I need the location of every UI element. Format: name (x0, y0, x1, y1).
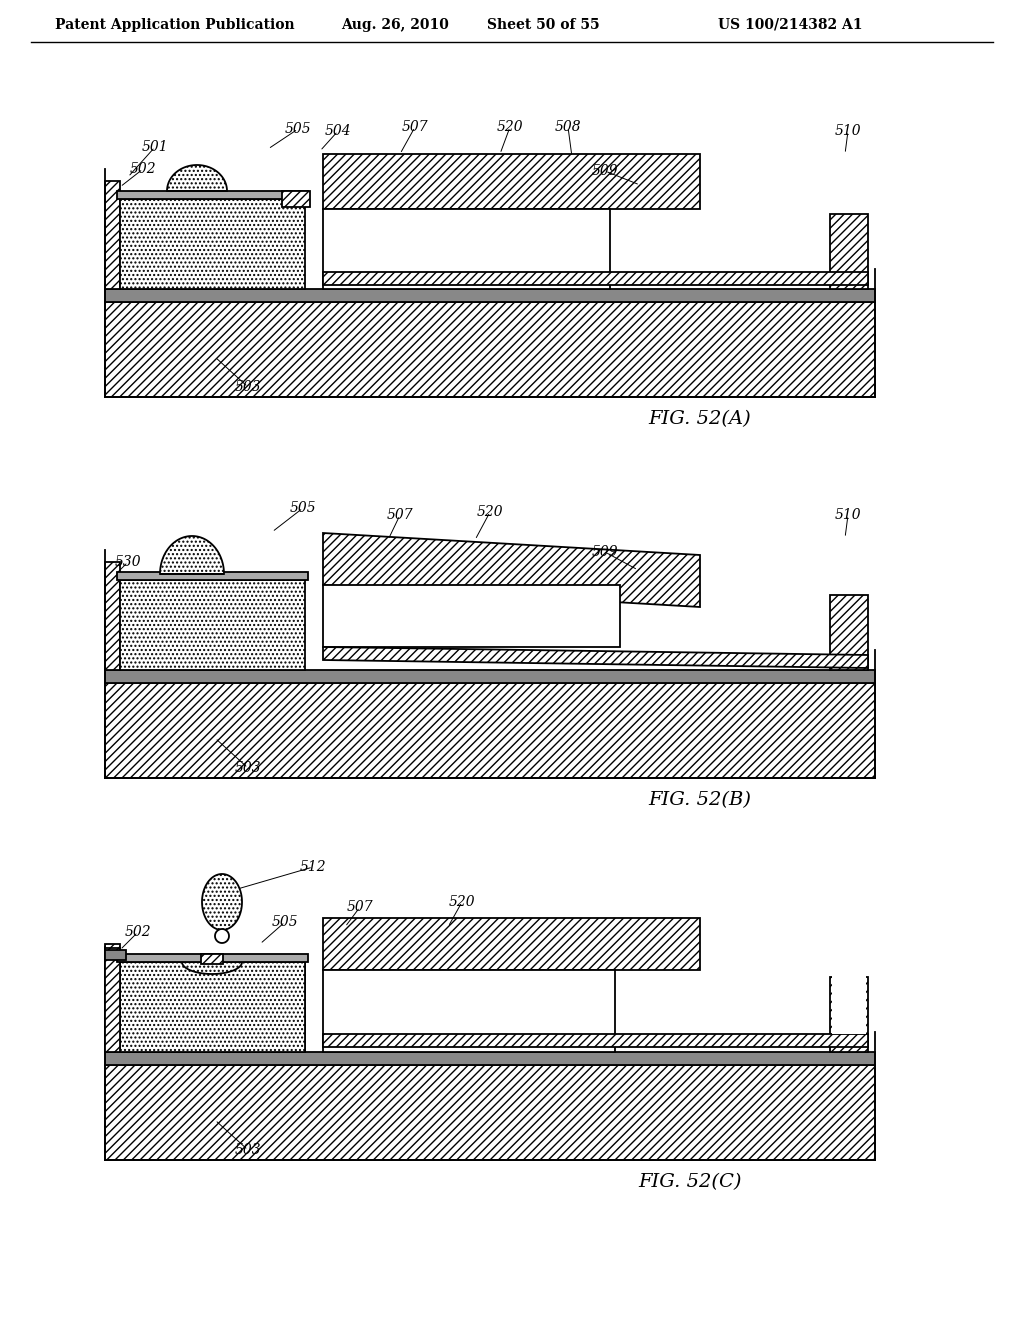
Bar (323, 585, 620, 647)
Bar (105, 1065, 874, 1160)
Bar (323, 970, 615, 1052)
Text: 520: 520 (497, 120, 523, 135)
Bar (105, 944, 120, 1052)
Bar (120, 579, 305, 671)
Bar (117, 191, 308, 199)
Text: 512: 512 (300, 861, 327, 874)
Text: 502: 502 (125, 925, 152, 939)
Text: Aug. 26, 2010: Aug. 26, 2010 (341, 18, 449, 32)
Bar (831, 968, 866, 1034)
Polygon shape (215, 929, 229, 942)
Text: 510: 510 (835, 124, 861, 139)
Text: 503: 503 (234, 1143, 261, 1158)
Bar (120, 962, 305, 1052)
Text: Patent Application Publication: Patent Application Publication (55, 18, 295, 32)
Text: FIG. 52(C): FIG. 52(C) (638, 1173, 741, 1191)
Text: 508: 508 (555, 120, 582, 135)
Polygon shape (323, 533, 700, 607)
Text: 505: 505 (271, 915, 298, 929)
Text: 503: 503 (234, 380, 261, 393)
Bar (105, 302, 874, 397)
Polygon shape (167, 165, 227, 191)
Bar (830, 595, 868, 671)
Bar (323, 917, 700, 970)
Bar (105, 948, 120, 1052)
Text: 509: 509 (592, 545, 618, 558)
Text: 520: 520 (449, 895, 475, 909)
Text: 503: 503 (234, 762, 261, 775)
Bar (120, 199, 305, 289)
Text: 530: 530 (115, 554, 141, 569)
Text: 510: 510 (835, 508, 861, 521)
Text: FIG. 52(A): FIG. 52(A) (648, 411, 752, 428)
Text: 502: 502 (130, 162, 157, 176)
Polygon shape (323, 647, 868, 668)
Bar (323, 209, 610, 289)
Text: Sheet 50 of 55: Sheet 50 of 55 (486, 18, 599, 32)
Bar (105, 671, 874, 682)
Bar (323, 272, 868, 285)
Bar (830, 977, 868, 1052)
Bar (323, 154, 700, 209)
Polygon shape (202, 874, 242, 931)
Bar (201, 954, 223, 964)
Bar (117, 954, 308, 962)
Bar (323, 1034, 868, 1047)
Bar (282, 191, 310, 207)
Text: 501: 501 (141, 140, 168, 154)
Bar (105, 950, 126, 960)
Bar (830, 214, 868, 289)
Text: FIG. 52(B): FIG. 52(B) (648, 791, 752, 809)
Bar (105, 1052, 874, 1065)
Bar (105, 181, 120, 289)
Text: 520: 520 (477, 506, 504, 519)
Text: 505: 505 (285, 121, 311, 136)
Polygon shape (120, 962, 305, 1052)
Text: US 100/214382 A1: US 100/214382 A1 (718, 18, 862, 32)
Text: 504: 504 (325, 124, 351, 139)
Bar (105, 289, 874, 302)
Polygon shape (160, 536, 224, 574)
Text: 507: 507 (401, 120, 428, 135)
Text: 507: 507 (387, 508, 414, 521)
Text: 509: 509 (592, 164, 618, 178)
Bar (105, 682, 874, 777)
Bar (105, 562, 120, 671)
Text: 505: 505 (290, 502, 316, 515)
Text: 507: 507 (347, 900, 374, 913)
Bar (117, 572, 308, 579)
